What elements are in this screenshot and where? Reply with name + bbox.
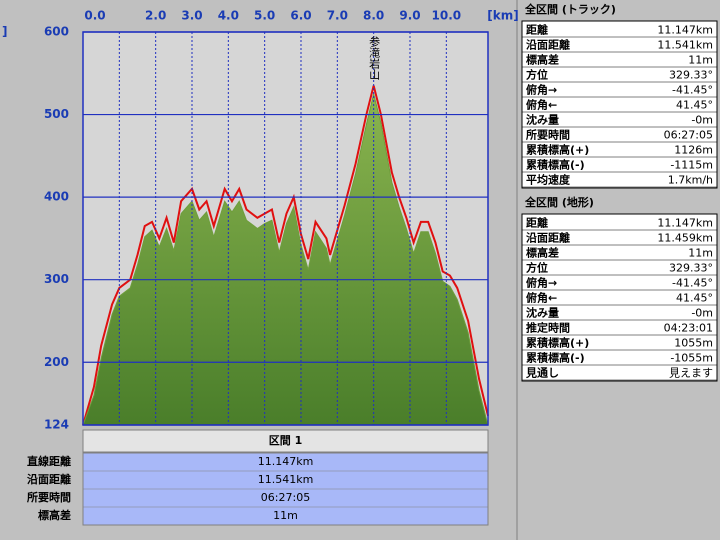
row-label: 累積標高(+) — [526, 336, 589, 350]
section-value: 11.541km — [258, 473, 314, 486]
x-tick-label: 3.0 — [181, 9, 202, 23]
x-tick-label: 5.0 — [254, 9, 275, 23]
x-tick-label: 4.0 — [218, 9, 239, 23]
row-label: 沈み量 — [526, 306, 559, 320]
row-value: 1126m — [674, 144, 713, 157]
row-label: 俯角← — [526, 98, 557, 112]
row-value: 41.45° — [676, 99, 713, 112]
row-label: 沈み量 — [526, 113, 559, 127]
peak-label: 参滝岩山 — [368, 35, 381, 80]
row-value: 06:27:05 — [664, 129, 713, 142]
row-label: 見通し — [525, 367, 559, 380]
plot-border — [82, 31, 489, 426]
table-body — [521, 20, 718, 189]
y-tick-label: 500 — [44, 107, 69, 121]
section-title: 区間 1 — [269, 434, 302, 447]
row-value: 11.147km — [657, 217, 713, 230]
row-value: 1.7km/h — [668, 174, 713, 187]
row-label: 累積標高(+) — [526, 143, 589, 157]
row-value: 11.541km — [657, 39, 713, 52]
table-header — [522, 1, 717, 18]
x-tick-label: 9.0 — [399, 9, 420, 23]
row-value: -1115m — [670, 159, 713, 172]
section-label: 所要時間 — [27, 490, 71, 504]
row-value: 329.33° — [669, 69, 713, 82]
row-label: 標高差 — [526, 53, 559, 67]
row-label: 標高差 — [526, 246, 559, 260]
x-tick-label: 0.0 — [84, 9, 105, 23]
row-label: 距離 — [526, 23, 548, 37]
row-value: 1055m — [674, 337, 713, 350]
y-unit: ] — [2, 25, 7, 39]
row-value: -0m — [691, 114, 713, 127]
x-tick-label: 7.0 — [327, 9, 348, 23]
row-label: 累積標高(-) — [526, 351, 585, 365]
row-label: 推定時間 — [526, 321, 570, 335]
row-value: -1055m — [670, 352, 713, 365]
row-value: 11m — [688, 247, 713, 260]
row-value: 11m — [688, 54, 713, 67]
row-value: 329.33° — [669, 262, 713, 275]
row-label: 俯角→ — [526, 83, 557, 97]
section-value: 11.147km — [258, 455, 314, 468]
row-value: 11.459km — [657, 232, 713, 245]
row-value: -41.45° — [672, 84, 713, 97]
section-value: 11m — [273, 509, 298, 522]
row-label: 方位 — [526, 68, 548, 82]
row-label: 距離 — [526, 216, 548, 230]
y-tick-label: 300 — [44, 272, 69, 286]
row-value: 41.45° — [676, 292, 713, 305]
table-header — [522, 194, 717, 211]
y-tick-label: 124 — [44, 418, 69, 432]
x-tick-label: 6.0 — [290, 9, 311, 23]
x-tick-label: 8.0 — [363, 9, 384, 23]
x-tick-label: 2.0 — [145, 9, 166, 23]
section-label: 標高差 — [38, 508, 71, 522]
section-label: 沿面距離 — [27, 472, 71, 486]
table-title: 全区間 (トラック) — [524, 2, 616, 16]
row-label: 沿面距離 — [526, 38, 570, 52]
row-label: 平均速度 — [526, 173, 571, 187]
row-label: 俯角← — [526, 291, 557, 305]
row-label: 累積標高(-) — [526, 158, 585, 172]
terrain-area — [82, 93, 489, 426]
track-line — [82, 85, 489, 426]
row-label: 俯角→ — [526, 276, 557, 290]
x-unit: [km] — [487, 9, 518, 23]
row-label: 方位 — [526, 261, 548, 275]
section-label: 直線距離 — [27, 454, 71, 468]
x-tick-label: 10.0 — [432, 9, 462, 23]
table-body — [521, 213, 718, 382]
y-tick-label: 600 — [44, 25, 69, 39]
table-title: 全区間 (地形) — [524, 195, 594, 209]
row-value: -41.45° — [672, 277, 713, 290]
row-label: 沿面距離 — [526, 231, 570, 245]
section-value: 06:27:05 — [261, 491, 310, 504]
row-value: 11.147km — [657, 24, 713, 37]
section-header — [82, 429, 489, 453]
row-label: 所要時間 — [526, 128, 570, 142]
y-tick-label: 400 — [44, 190, 69, 204]
row-value: -0m — [691, 307, 713, 320]
y-tick-label: 200 — [44, 355, 69, 369]
row-value: 04:23:01 — [664, 322, 713, 335]
row-value: 見えます — [669, 367, 713, 380]
